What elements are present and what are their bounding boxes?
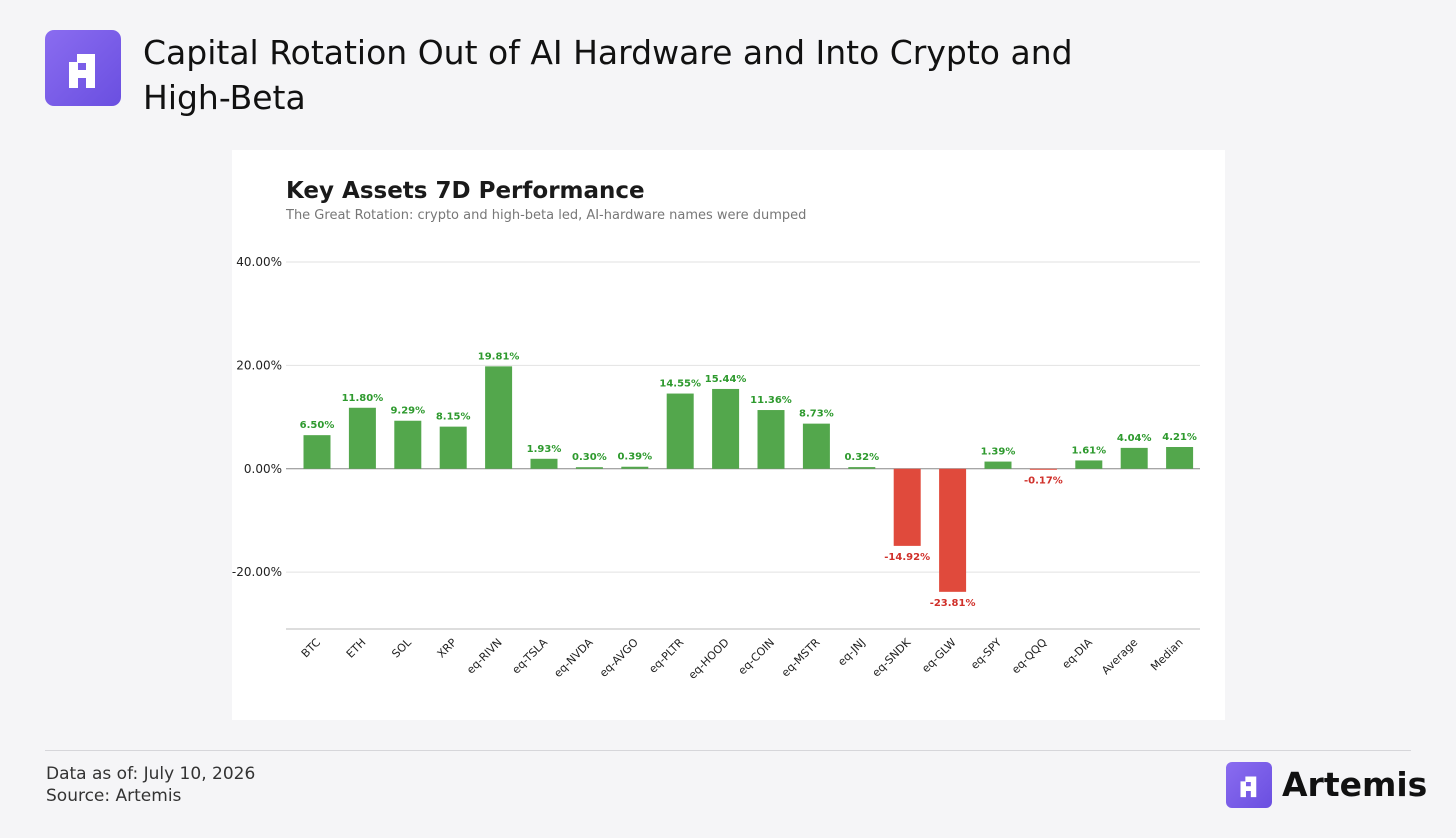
data-label: 11.36%: [750, 395, 792, 406]
footer-divider: [45, 750, 1411, 751]
artemis-logo-icon: [45, 30, 121, 106]
x-tick-label: eq-QQQ: [1009, 636, 1050, 677]
data-label: 4.04%: [1117, 433, 1152, 444]
x-tick-label: eq-COIN: [736, 636, 777, 677]
data-label: 14.55%: [659, 379, 701, 390]
x-tick-label: eq-SPY: [968, 636, 1004, 672]
x-tick-label: ETH: [344, 636, 369, 661]
bar-eq-qqq: [1029, 468, 1057, 470]
bar-eq-tsla: [530, 458, 558, 469]
brand-name: Artemis: [1282, 765, 1428, 804]
source-note: Source: Artemis: [46, 786, 182, 806]
x-tick-label: eq-NVDA: [551, 636, 595, 680]
page-title: Capital Rotation Out of AI Hardware and …: [143, 33, 1073, 117]
x-tick-label: eq-HOOD: [686, 636, 732, 682]
x-tick-label: eq-DIA: [1060, 636, 1096, 672]
x-tick-label: Average: [1099, 636, 1140, 677]
chart-title: Key Assets 7D Performance: [286, 178, 645, 204]
bar-btc: [303, 435, 331, 469]
x-tick-label: eq-TSLA: [510, 636, 551, 677]
data-label: 15.44%: [705, 374, 747, 385]
bar-chart: Key Assets 7D Performance The Great Rota…: [232, 178, 1200, 682]
bar-eq-glw: [939, 468, 967, 592]
x-tick-label: eq-GLW: [919, 636, 958, 675]
data-label: 1.39%: [981, 447, 1016, 458]
x-tick-label: SOL: [389, 635, 414, 660]
x-tick-label: eq-JNJ: [835, 636, 868, 669]
y-tick-label: 0.00%: [244, 462, 282, 476]
chart-subtitle: The Great Rotation: crypto and high-beta…: [285, 208, 806, 223]
data-label: 9.29%: [390, 406, 425, 417]
artemis-brand-icon: [1226, 762, 1272, 808]
data-label: 4.21%: [1162, 432, 1197, 443]
data-label: 8.15%: [436, 412, 471, 423]
bar-eq-hood: [712, 388, 740, 469]
data-label: 8.73%: [799, 409, 834, 420]
bar-eth: [348, 407, 376, 469]
bar-eq-jnj: [848, 467, 876, 469]
y-tick-label: 40.00%: [236, 255, 282, 269]
bar-eq-avgo: [621, 466, 649, 469]
x-tick-label: eq-PLTR: [646, 636, 686, 676]
data-label: 0.39%: [617, 452, 652, 463]
data-label: 11.80%: [342, 393, 384, 404]
chart-card: Key Assets 7D Performance The Great Rota…: [232, 150, 1225, 720]
data-label: 1.93%: [527, 444, 562, 455]
bar-eq-dia: [1075, 460, 1103, 469]
bar-eq-pltr: [666, 393, 694, 469]
bar-eq-rivn: [485, 366, 513, 469]
data-as-of: Data as of: July 10, 2026: [46, 764, 256, 784]
x-tick-label: eq-MSTR: [779, 636, 823, 680]
bar-eq-spy: [984, 461, 1012, 469]
bar-eq-nvda: [575, 467, 603, 469]
y-tick-label: -20.00%: [232, 565, 282, 579]
bar-median: [1166, 446, 1194, 469]
x-tick-label: Median: [1148, 636, 1186, 674]
x-tick-label: eq-SNDK: [870, 635, 914, 679]
data-label: 0.30%: [572, 452, 607, 463]
data-label: 1.61%: [1071, 445, 1106, 456]
data-label: 19.81%: [478, 351, 520, 362]
bar-xrp: [439, 426, 467, 469]
data-label: -0.17%: [1024, 476, 1063, 487]
bar-eq-coin: [757, 410, 785, 469]
y-tick-label: 20.00%: [236, 358, 282, 372]
bar-eq-mstr: [802, 423, 830, 469]
data-label: -14.92%: [884, 552, 930, 563]
x-tick-label: XRP: [435, 636, 460, 661]
x-tick-label: eq-RIVN: [464, 636, 505, 677]
data-label: 6.50%: [300, 420, 335, 431]
bar-eq-sndk: [893, 468, 921, 546]
bar-sol: [394, 420, 422, 469]
data-label: -23.81%: [930, 598, 976, 609]
data-label: 0.32%: [844, 452, 879, 463]
x-tick-label: BTC: [299, 636, 323, 660]
bar-average: [1120, 447, 1148, 469]
x-tick-label: eq-AVGO: [597, 636, 641, 680]
